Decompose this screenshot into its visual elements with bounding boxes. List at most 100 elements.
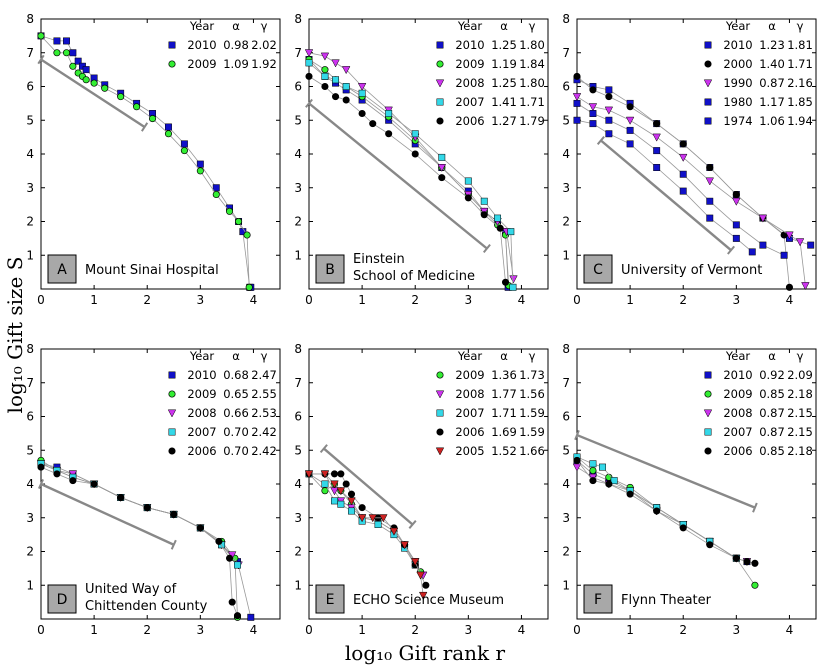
data-point <box>480 211 488 219</box>
legend-year: 2008 <box>455 387 484 401</box>
y-tick-label: 5 <box>294 443 302 457</box>
y-tick-label: 8 <box>26 12 34 26</box>
x-tick-label: 1 <box>90 293 98 307</box>
guide-line <box>600 139 732 252</box>
y-tick-label: 1 <box>294 248 302 262</box>
legend-year: 1974 <box>723 114 752 128</box>
panel-label: United Way of <box>85 582 177 597</box>
legend-alpha: 0.70 <box>223 425 249 439</box>
data-point <box>625 116 635 125</box>
legend-marker <box>435 447 445 456</box>
data-point <box>626 140 634 148</box>
y-tick-label: 7 <box>26 46 34 60</box>
legend-alpha: 1.17 <box>759 95 785 109</box>
panel-letter: D <box>57 592 68 608</box>
data-point <box>573 456 581 464</box>
legend-year: 2006 <box>187 444 216 458</box>
data-point <box>321 487 329 495</box>
x-tick-label: 3 <box>197 623 205 637</box>
y-tick-label: 2 <box>26 215 34 229</box>
legend-marker <box>167 409 177 418</box>
data-point <box>342 96 350 104</box>
data-point <box>233 612 242 620</box>
y-tick-label: 3 <box>26 181 34 195</box>
legend-marker <box>436 117 444 125</box>
legend-alpha: 1.27 <box>491 114 517 128</box>
data-point <box>605 480 613 488</box>
legend-alpha: 0.87 <box>759 425 785 439</box>
legend-gamma: 2.16 <box>787 76 813 90</box>
data-point <box>180 147 188 155</box>
data-point <box>321 82 329 91</box>
y-tick-label: 3 <box>26 511 34 525</box>
data-point <box>438 174 446 182</box>
data-point <box>304 470 314 479</box>
data-point <box>90 79 98 87</box>
legend-marker <box>703 409 713 418</box>
data-point <box>379 514 388 523</box>
data-point <box>626 126 634 134</box>
x-tick-label: 1 <box>358 293 366 307</box>
series-1990 <box>572 93 810 291</box>
y-tick-label: 8 <box>562 12 570 26</box>
panel-letter-box <box>315 584 345 614</box>
x-tick-label: 3 <box>733 623 741 637</box>
x-tick-label: 2 <box>411 623 419 637</box>
legend-marker <box>168 447 176 455</box>
legend-alpha: 0.65 <box>223 387 249 401</box>
legend-year: 2006 <box>723 444 752 458</box>
y-tick-label: 3 <box>562 181 570 195</box>
legend-alpha: 1.19 <box>491 57 517 71</box>
legend-gamma: 2.02 <box>251 38 277 52</box>
legend-marker <box>704 428 712 436</box>
data-point <box>679 153 688 162</box>
y-tick-label: 6 <box>294 410 302 424</box>
data-point <box>331 497 338 505</box>
data-point <box>588 103 598 112</box>
y-tick-label: 3 <box>294 181 302 195</box>
panel-letter-box <box>315 254 345 284</box>
data-point <box>305 59 313 67</box>
data-point <box>331 59 340 68</box>
legend-alpha: 1.36 <box>491 368 517 382</box>
data-point <box>90 480 98 488</box>
data-point <box>706 214 714 222</box>
x-tick-label: 3 <box>733 293 741 307</box>
legend-header-alpha: α <box>500 19 508 33</box>
legend-gamma: 2.18 <box>787 444 813 458</box>
data-point <box>706 541 714 549</box>
y-tick-label: 4 <box>294 147 302 161</box>
data-point <box>337 470 345 478</box>
legend-year: 2010 <box>723 368 752 382</box>
data-point <box>148 115 157 123</box>
x-tick-label: 4 <box>518 623 526 637</box>
legend-alpha: 1.77 <box>491 387 517 401</box>
legend-gamma: 1.79 <box>519 114 545 128</box>
data-point <box>342 83 350 90</box>
data-point <box>37 463 45 471</box>
x-tick-label: 2 <box>143 293 151 307</box>
legend-marker <box>704 371 712 379</box>
data-point <box>589 460 597 468</box>
y-tick-label: 6 <box>294 80 302 94</box>
guide-line-cap <box>482 243 491 254</box>
data-point <box>785 231 794 240</box>
data-point <box>82 66 90 74</box>
y-tick-label: 1 <box>562 248 570 262</box>
data-point <box>732 221 740 229</box>
legend-year: 2009 <box>455 368 484 382</box>
data-point <box>358 89 366 97</box>
data-point <box>480 197 488 205</box>
legend-header-year: Year <box>725 19 751 33</box>
x-tick-label: 4 <box>250 623 258 637</box>
panel-letter-box <box>583 254 613 284</box>
x-tick-label: 3 <box>465 623 473 637</box>
legend-gamma: 2.55 <box>251 387 277 401</box>
legend-marker <box>436 428 444 436</box>
legend-year: 2007 <box>723 425 752 439</box>
x-tick-label: 1 <box>358 623 366 637</box>
data-point <box>438 153 446 161</box>
data-point <box>385 110 393 117</box>
